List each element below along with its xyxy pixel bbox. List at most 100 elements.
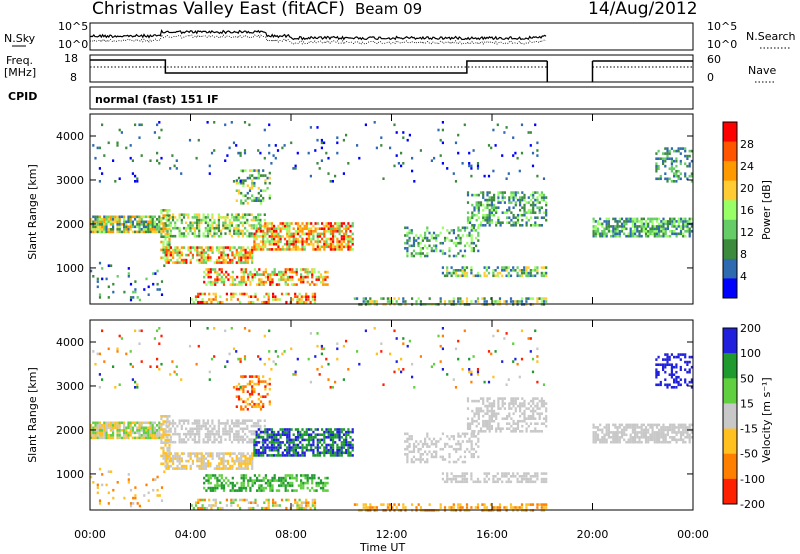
power-cell bbox=[441, 226, 444, 230]
power-cell bbox=[507, 274, 510, 278]
velocity-cell bbox=[296, 506, 299, 510]
velocity-cell bbox=[288, 428, 291, 431]
power-cell bbox=[514, 269, 517, 272]
velocity-cell bbox=[112, 426, 115, 430]
power-cell bbox=[253, 196, 256, 200]
power-cell bbox=[174, 226, 177, 230]
power-cell bbox=[446, 274, 449, 278]
velocity-cell bbox=[488, 424, 491, 428]
velocity-cell bbox=[204, 422, 207, 425]
power-cell bbox=[307, 151, 310, 155]
velocity-cell bbox=[476, 477, 480, 481]
power-cell bbox=[288, 245, 291, 249]
power-cell bbox=[296, 300, 299, 304]
power-cell bbox=[640, 227, 643, 231]
velocity-cell bbox=[279, 441, 282, 444]
velocity-cell bbox=[499, 430, 502, 433]
velocity-cell bbox=[470, 475, 473, 478]
velocity-cell bbox=[540, 503, 543, 506]
power-cell bbox=[496, 300, 499, 303]
power-cell bbox=[424, 234, 427, 237]
velocity-cell bbox=[174, 440, 177, 444]
power-cell bbox=[176, 251, 179, 254]
velocity-cell bbox=[248, 438, 251, 441]
power-cell bbox=[209, 218, 212, 222]
power-cell bbox=[523, 266, 526, 269]
power-cell bbox=[196, 213, 199, 216]
power-cell bbox=[432, 249, 436, 253]
velocity-cell bbox=[171, 419, 175, 422]
velocity-cell bbox=[233, 489, 237, 492]
power-cell bbox=[218, 273, 221, 276]
velocity-cell bbox=[231, 484, 234, 487]
velocity-cell bbox=[280, 479, 283, 482]
velocity-cell bbox=[211, 440, 214, 444]
velocity-cell bbox=[519, 419, 522, 423]
velocity-cell bbox=[514, 402, 517, 405]
power-cell bbox=[208, 164, 211, 168]
power-cell bbox=[96, 215, 99, 219]
velocity-cell bbox=[536, 422, 539, 425]
velocity-cell bbox=[211, 419, 214, 422]
power-cell bbox=[209, 275, 212, 279]
velocity-cell bbox=[185, 432, 188, 436]
power-cell bbox=[204, 246, 208, 249]
velocity-cell bbox=[277, 446, 280, 449]
power-cell bbox=[262, 273, 265, 276]
power-cell bbox=[292, 232, 295, 236]
velocity-cell bbox=[439, 447, 442, 451]
velocity-cell bbox=[165, 454, 168, 458]
velocity-cell bbox=[534, 472, 537, 475]
power-cell bbox=[251, 273, 254, 276]
power-cell bbox=[520, 300, 524, 303]
power-cell bbox=[479, 274, 482, 278]
power-cell bbox=[207, 256, 210, 259]
power-cell bbox=[476, 164, 480, 168]
power-cell bbox=[112, 228, 115, 231]
power-colorbar-swatch bbox=[723, 180, 737, 201]
velocity-cell bbox=[293, 476, 296, 480]
velocity-cell bbox=[347, 451, 350, 455]
velocity-cell bbox=[105, 434, 108, 437]
velocity-cell bbox=[529, 430, 533, 433]
power-cell bbox=[162, 248, 165, 252]
power-cell bbox=[521, 191, 524, 194]
power-cell bbox=[191, 253, 194, 257]
velocity-cell bbox=[342, 441, 346, 444]
power-cell bbox=[303, 224, 306, 228]
velocity-cell bbox=[233, 438, 236, 441]
power-cell bbox=[435, 249, 438, 253]
power-cell bbox=[211, 246, 214, 249]
power-cell bbox=[518, 169, 521, 173]
power-cell bbox=[222, 248, 225, 252]
velocity-cell bbox=[116, 431, 119, 435]
velocity-cell bbox=[178, 422, 181, 425]
velocity-cell bbox=[529, 414, 533, 418]
velocity-cell bbox=[300, 474, 303, 477]
power-cell bbox=[426, 239, 429, 242]
velocity-cell bbox=[347, 443, 350, 447]
power-cell bbox=[329, 245, 332, 249]
velocity-cell bbox=[322, 484, 325, 487]
power-cell bbox=[329, 227, 332, 230]
power-cell bbox=[297, 232, 300, 236]
velocity-cell bbox=[116, 434, 119, 437]
power-cell bbox=[305, 232, 308, 236]
velocity-cell bbox=[241, 440, 244, 444]
power-cell bbox=[268, 230, 271, 233]
velocity-cell bbox=[207, 476, 210, 480]
velocity-cell bbox=[231, 481, 234, 485]
power-cell bbox=[118, 220, 121, 224]
velocity-cell bbox=[459, 442, 462, 446]
power-cell bbox=[660, 220, 663, 223]
power-cell bbox=[428, 297, 431, 300]
velocity-cell bbox=[402, 506, 405, 509]
power-cell bbox=[485, 266, 488, 269]
velocity-cell bbox=[532, 412, 535, 415]
power-cell bbox=[664, 177, 667, 181]
velocity-cell bbox=[336, 428, 339, 431]
power-cell bbox=[666, 234, 669, 238]
velocity-cell bbox=[441, 455, 444, 459]
power-cell bbox=[289, 278, 292, 281]
power-cell bbox=[323, 230, 326, 233]
